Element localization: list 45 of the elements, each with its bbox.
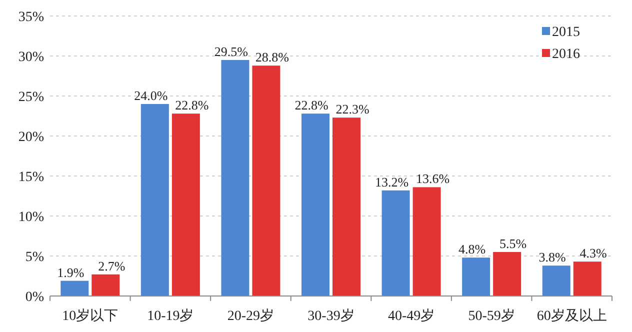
bar <box>493 252 522 296</box>
data-label: 29.5% <box>214 44 248 59</box>
y-tick-label: 10% <box>18 210 44 225</box>
x-tick-label: 40-49岁 <box>388 308 435 324</box>
data-label: 28.8% <box>255 50 290 65</box>
bar <box>302 114 330 296</box>
x-tick-label: 10岁以下 <box>62 308 118 324</box>
y-tick-label: 25% <box>18 90 44 105</box>
data-label: 24.0% <box>134 88 168 103</box>
y-tick-label: 5% <box>25 250 44 265</box>
data-label: 2.7% <box>98 258 126 274</box>
data-label: 4.8% <box>458 242 486 257</box>
bar <box>332 118 360 296</box>
bar <box>172 114 200 296</box>
bar <box>60 280 89 296</box>
x-tick-label: 10-19岁 <box>147 308 194 324</box>
bar <box>462 258 490 296</box>
legend-label: 2015 <box>552 25 580 40</box>
y-tick-label: 20% <box>18 130 44 145</box>
y-tick-label: 0% <box>25 290 44 305</box>
x-tick-label: 60岁及以上 <box>536 308 607 324</box>
data-label: 22.3% <box>336 102 370 117</box>
y-tick-label: 15% <box>18 170 44 185</box>
data-label: 3.8% <box>538 250 566 265</box>
y-tick-label: 30% <box>18 50 44 65</box>
data-label: 22.8% <box>175 98 209 113</box>
bar <box>221 60 250 296</box>
y-tick-label: 35% <box>18 10 44 25</box>
data-label: 13.6% <box>416 171 450 186</box>
data-label: 1.9% <box>57 264 84 280</box>
bar <box>92 274 120 296</box>
bar <box>252 66 280 296</box>
x-tick-label: 30-39岁 <box>308 308 354 324</box>
legend-label: 2016 <box>552 47 580 62</box>
bar <box>412 187 441 296</box>
data-label: 5.5% <box>500 236 527 251</box>
bar <box>542 266 570 296</box>
x-tick-label: 50-59岁 <box>468 308 515 324</box>
bar <box>573 262 602 296</box>
data-label: 13.2% <box>374 174 409 190</box>
data-label: 4.3% <box>580 246 608 261</box>
bar <box>382 190 410 296</box>
data-label: 22.8% <box>294 98 328 113</box>
bar <box>140 104 169 296</box>
x-tick-label: 20-29岁 <box>227 308 274 324</box>
